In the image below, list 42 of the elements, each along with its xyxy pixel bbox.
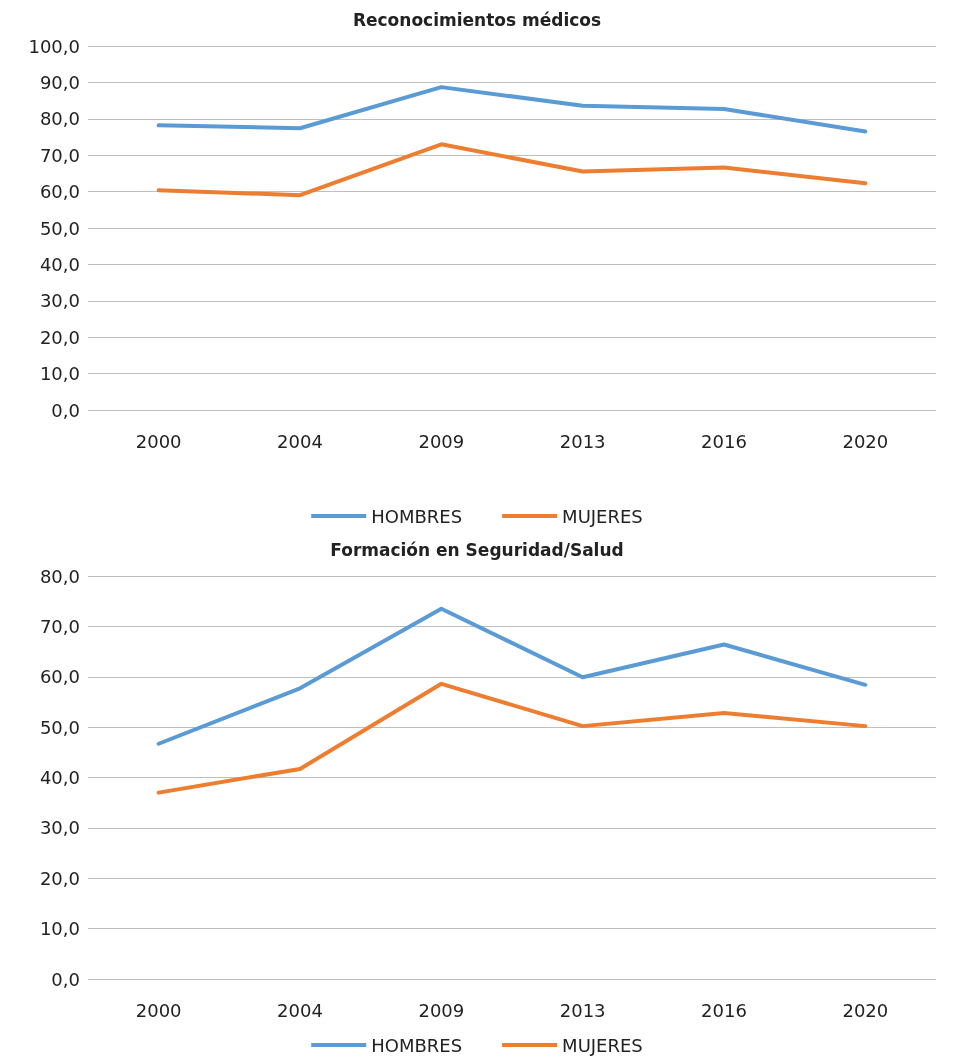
y-tick-label: 20,0: [39, 326, 80, 348]
y-tick-label: 70,0: [39, 615, 80, 637]
line-series: [156, 606, 868, 746]
x-tick-label: 2013: [559, 430, 606, 452]
line-series: [156, 142, 868, 198]
x-tick-label: 2016: [701, 999, 747, 1021]
x-tick-label: 2004: [277, 999, 323, 1021]
x-tick-label: 2020: [842, 999, 889, 1021]
y-tick-label: 40,0: [39, 253, 80, 275]
y-tick-label: 0,0: [51, 399, 80, 421]
line-series: [156, 681, 868, 795]
x-tick-label: 2016: [701, 430, 747, 452]
y-tick-label: 100,0: [28, 35, 80, 57]
x-tick-label: 2004: [277, 430, 323, 452]
x-tick-label: 2000: [135, 999, 182, 1021]
y-tick-label: 80,0: [39, 565, 80, 587]
y-tick-label: 40,0: [39, 767, 80, 788]
legend-label: MUJERES: [562, 1034, 643, 1056]
x-tick-label: 2009: [418, 430, 465, 452]
x-tick-label: 2009: [418, 999, 465, 1021]
y-tick-label: 10,0: [39, 363, 80, 385]
y-tick-label: 90,0: [39, 71, 80, 93]
legend-label: MUJERES: [562, 505, 643, 527]
x-tick-label: 2020: [842, 430, 889, 452]
x-tick-label: 2013: [559, 999, 606, 1021]
legend-label: HOMBRES: [371, 1034, 463, 1056]
y-tick-label: 50,0: [39, 716, 80, 738]
line-series: [156, 85, 868, 134]
y-tick-label: 60,0: [39, 666, 80, 688]
x-tick-label: 2000: [135, 430, 182, 452]
y-tick-label: 70,0: [39, 144, 80, 166]
y-tick-label: 30,0: [39, 290, 80, 312]
y-tick-label: 30,0: [39, 817, 80, 839]
y-tick-label: 10,0: [39, 918, 80, 940]
chart-title: Reconocimientos médicos: [352, 9, 602, 30]
legend-label: HOMBRES: [371, 505, 463, 527]
y-tick-label: 20,0: [39, 867, 80, 889]
y-tick-label: 0,0: [51, 968, 80, 990]
y-tick-label: 80,0: [39, 108, 80, 130]
y-tick-label: 50,0: [39, 217, 80, 239]
y-tick-label: 60,0: [39, 181, 80, 203]
chart-title: Formación en Seguridad/Salud: [330, 539, 624, 560]
